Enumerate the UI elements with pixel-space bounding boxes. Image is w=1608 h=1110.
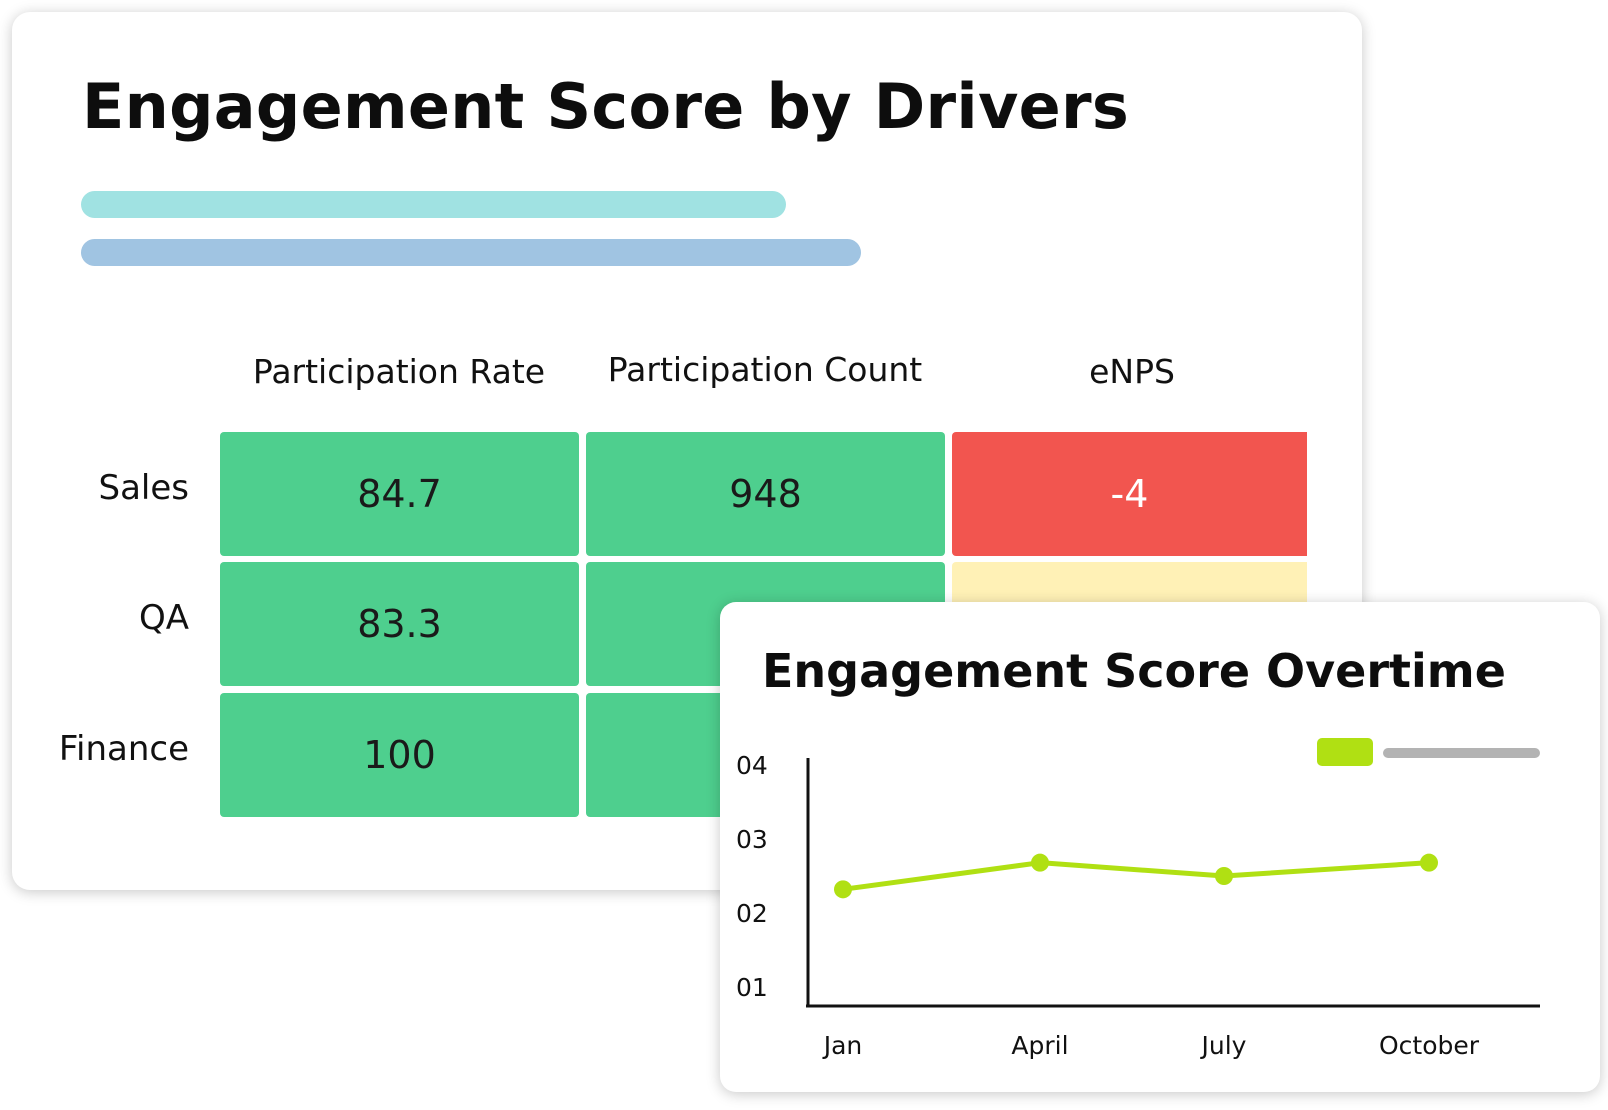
drivers-card-title: Engagement Score by Drivers [82,70,1130,143]
chart-title: Engagement Score Overtime [762,644,1506,698]
data-point[interactable] [1420,853,1438,872]
legend-label-placeholder [1383,748,1540,758]
cell-sales-enps[interactable]: -4 [952,432,1307,556]
x-tick-label: Jan [822,1031,863,1060]
row-label-finance: Finance [58,729,189,769]
y-tick-label: 02 [736,899,768,928]
cell-sales-participation-rate[interactable]: 84.7 [220,432,579,556]
x-tick-label: July [1200,1031,1247,1060]
x-tick-label: October [1379,1031,1480,1060]
x-tick-label: April [1011,1031,1068,1060]
data-point[interactable] [1031,853,1049,872]
overtime-chart-card: Engagement Score Overtime 01 02 03 04 Jan Ap… [720,602,1600,1092]
drivers-card: Engagement Score by Drivers Participatio… [12,12,1362,890]
series-line [840,860,1432,892]
line-chart: 01 02 03 04 Jan April July October [736,738,1540,1060]
row-label-sales: Sales [98,468,190,508]
y-tick-label: 01 [736,973,768,1002]
row-label-qa: QA [138,598,189,638]
cell-sales-participation-count[interactable]: 948 [586,432,945,556]
placeholder-bar-1 [81,191,786,218]
cell-finance-participation-rate[interactable]: 100 [220,693,579,817]
y-tick-label: 03 [736,825,768,854]
cell-qa-participation-rate[interactable]: 83.3 [220,562,579,686]
column-header-participation-count: Participation Count [607,350,923,389]
column-header-enps: eNPS [1089,352,1175,391]
data-point[interactable] [834,880,852,899]
column-header-participation-rate: Participation Rate [252,352,546,391]
placeholder-bar-2 [81,239,861,266]
legend-swatch[interactable] [1317,738,1373,766]
y-tick-label: 04 [736,751,768,780]
data-point[interactable] [1215,867,1233,885]
